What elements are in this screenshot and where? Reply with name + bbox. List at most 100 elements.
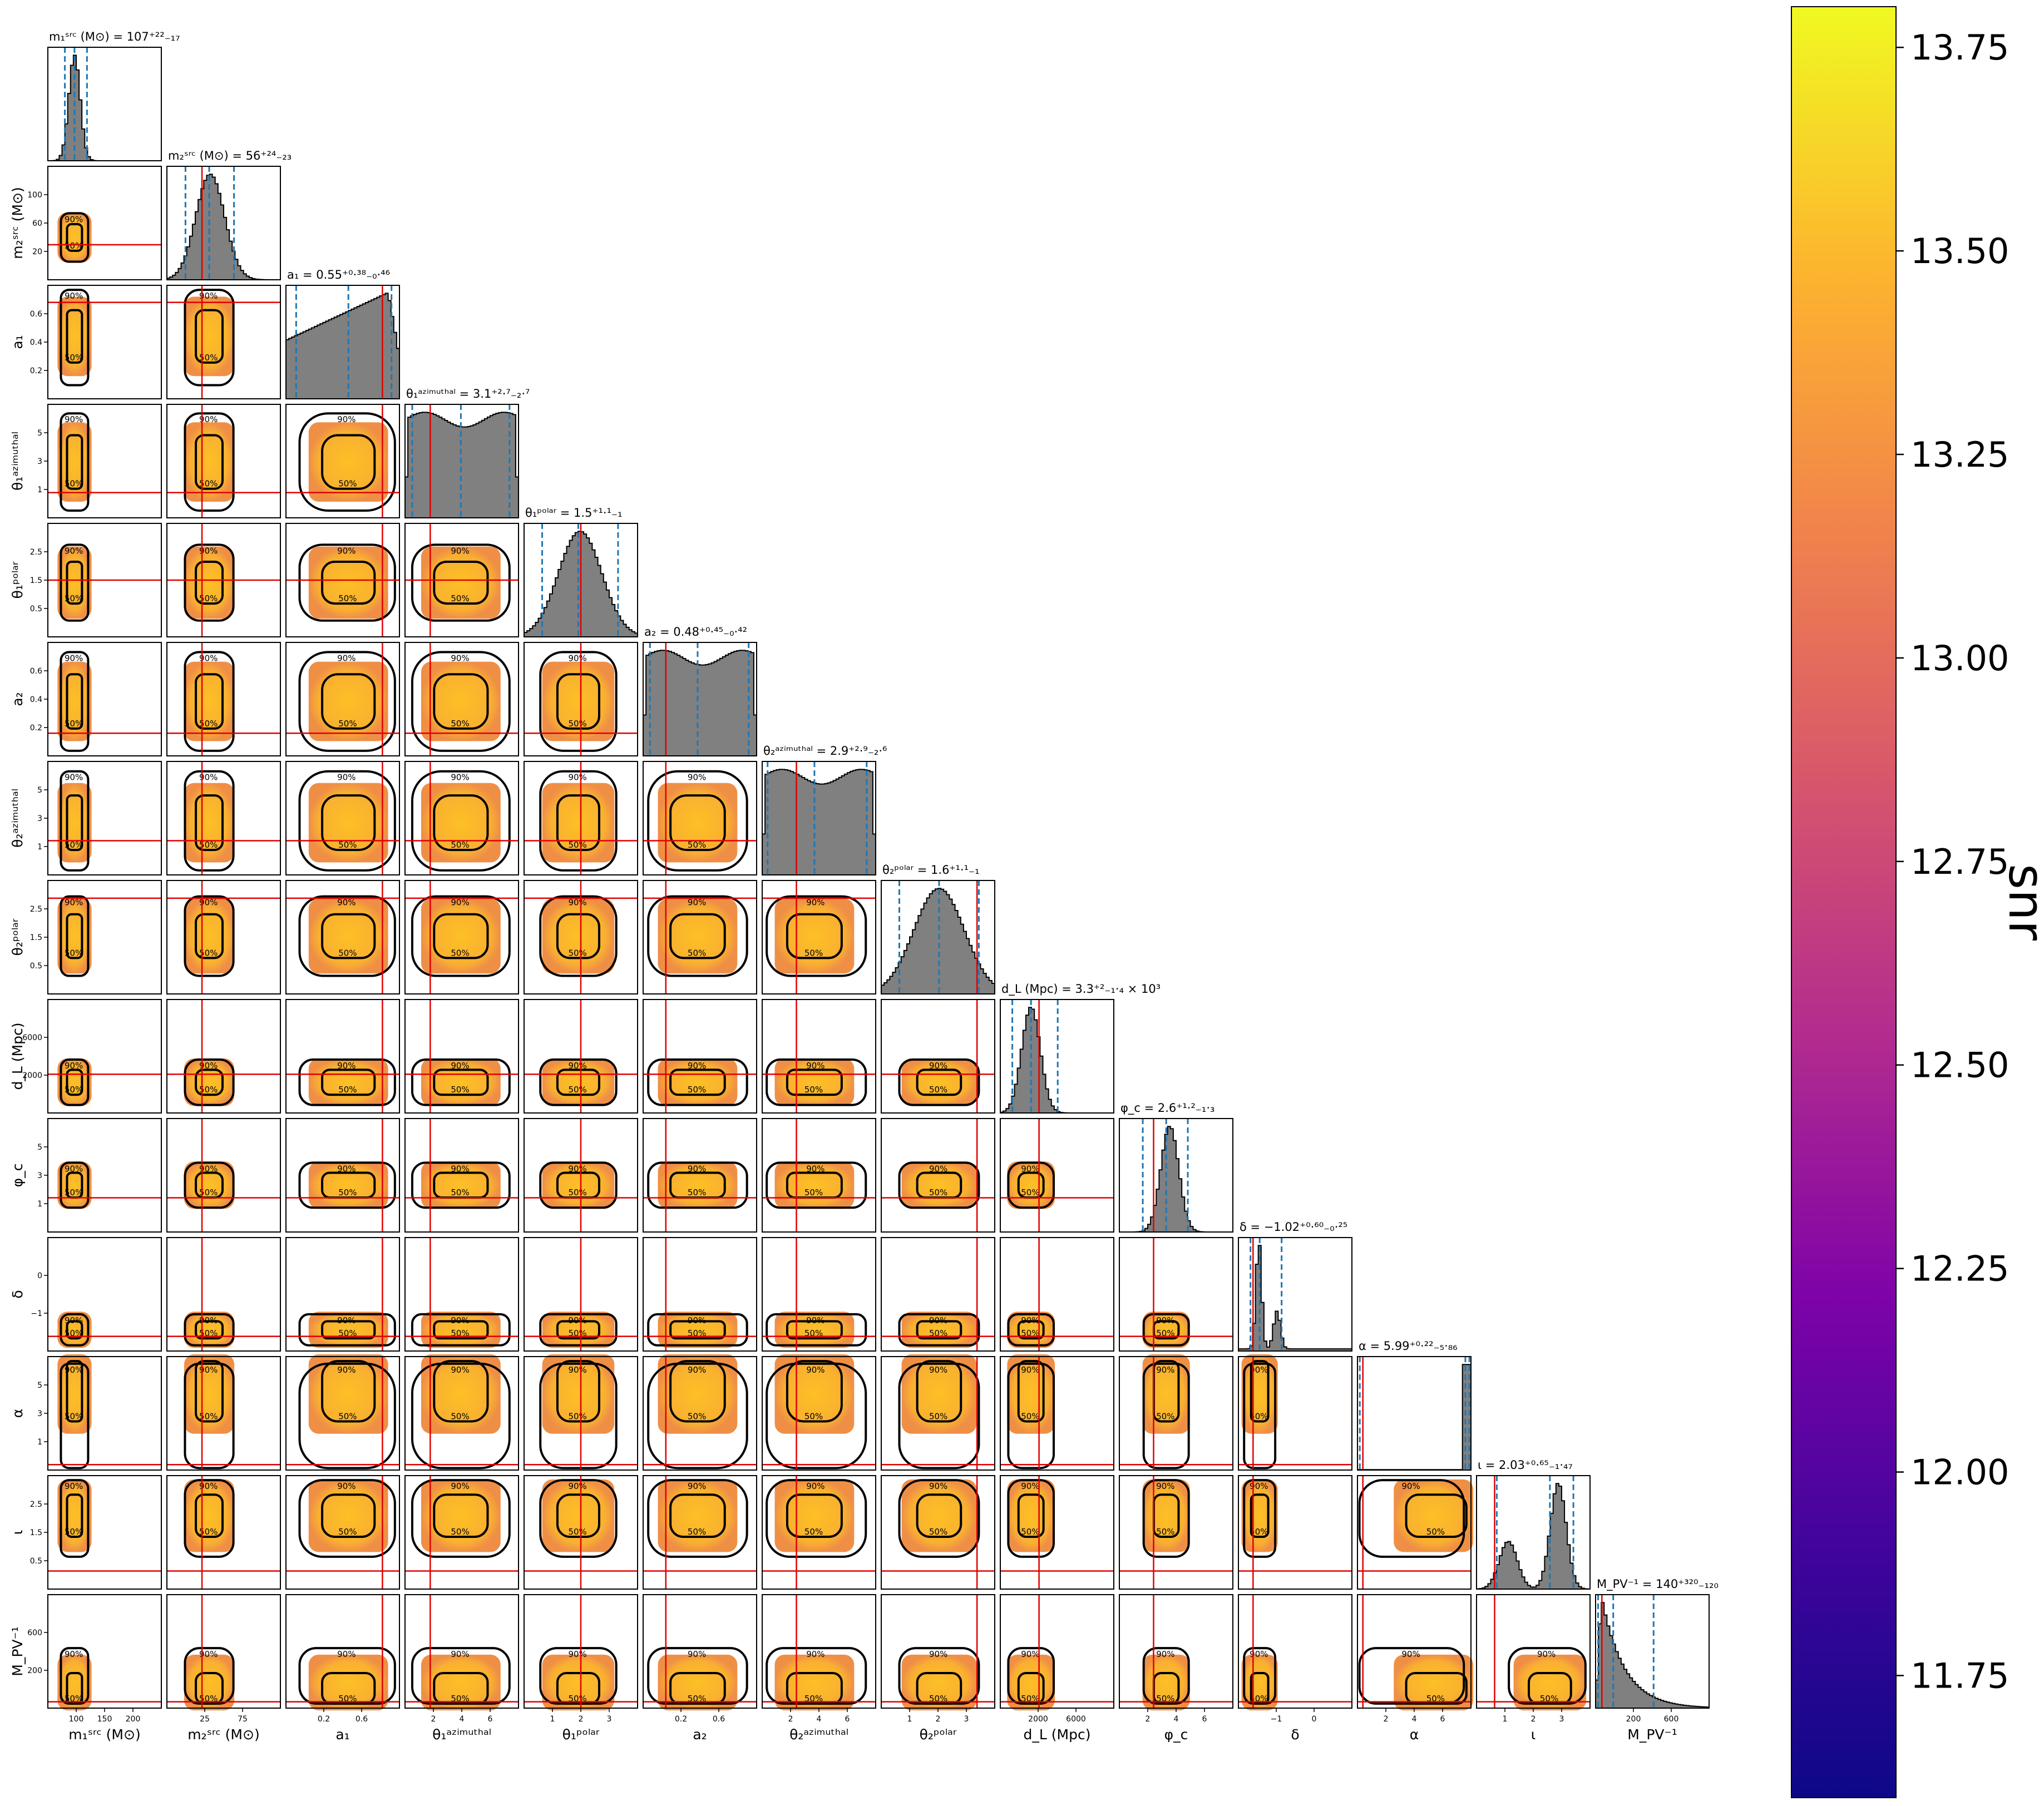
sample-density xyxy=(57,212,92,263)
contour-90 xyxy=(1142,1479,1190,1558)
contour-label-50: 50% xyxy=(65,1187,83,1198)
contour-label-50: 50% xyxy=(451,719,469,729)
panel-frame xyxy=(1000,1475,1114,1590)
x-tick-label: −1 xyxy=(1271,1715,1282,1724)
contour-50 xyxy=(786,1493,843,1538)
x-tick-label: 6 xyxy=(845,1715,850,1724)
contour-90 xyxy=(766,1479,867,1558)
contour-90 xyxy=(539,651,618,752)
x-axis-label: δ xyxy=(1291,1726,1299,1743)
x-axis-label: d_L (Mpc) xyxy=(1024,1726,1091,1743)
x-tick-label: 150 xyxy=(97,1715,112,1724)
contour-90 xyxy=(60,212,90,263)
contour-50 xyxy=(786,913,843,959)
contour-50 xyxy=(321,913,376,959)
x-tick-label: 4 xyxy=(817,1715,822,1724)
panel-frame xyxy=(404,999,519,1114)
sample-density xyxy=(308,661,388,741)
contour-50 xyxy=(321,1320,376,1340)
contour-90 xyxy=(60,1058,90,1106)
contour-90 xyxy=(60,770,90,872)
contour-label-90: 90% xyxy=(199,1061,218,1071)
contour-90 xyxy=(298,543,396,622)
panel-frame xyxy=(762,1118,876,1233)
panel-frame xyxy=(643,642,757,756)
y-tick-label: 5 xyxy=(37,429,42,438)
contour-50 xyxy=(66,1068,83,1096)
y-axis-label: M_PV⁻¹ xyxy=(9,1626,26,1676)
contour-label-90: 90% xyxy=(929,1164,947,1174)
contour-90 xyxy=(647,895,748,977)
contour-label-50: 50% xyxy=(929,1187,947,1198)
panel-frame xyxy=(762,1475,876,1590)
contour-label-90: 90% xyxy=(806,1365,824,1375)
contour-label-90: 90% xyxy=(688,1315,706,1325)
contour-label-50: 50% xyxy=(929,1694,947,1704)
sample-density xyxy=(658,898,738,974)
x-tick-label: 4 xyxy=(1412,1715,1417,1724)
sample-density xyxy=(57,546,92,619)
contour-label-50: 50% xyxy=(1021,1527,1039,1537)
contour-label-50: 50% xyxy=(451,1411,469,1421)
sample-density xyxy=(184,1161,235,1209)
sample-density xyxy=(774,1354,855,1434)
contour-90 xyxy=(539,1479,618,1558)
contour-label-90: 90% xyxy=(1021,1164,1039,1174)
contour-50 xyxy=(195,1671,224,1705)
contour-90 xyxy=(184,1362,235,1469)
sample-density xyxy=(774,1654,855,1711)
x-tick-label: 2 xyxy=(1146,1715,1151,1724)
x-axis-label: φ_c xyxy=(1164,1726,1188,1743)
y-tick-label: 100 xyxy=(27,191,42,200)
contour-90 xyxy=(184,1313,235,1347)
x-tick-label: 0.6 xyxy=(713,1715,725,1724)
contour-label-50: 50% xyxy=(804,1527,823,1537)
contour-90 xyxy=(60,1479,90,1558)
sample-density xyxy=(308,546,388,619)
panel-frame xyxy=(1476,1475,1591,1590)
sample-density xyxy=(1007,1161,1055,1209)
colorbar-tick-label: 13.25 xyxy=(1910,434,2010,475)
sample-density xyxy=(308,783,388,863)
panel-frame xyxy=(881,1237,995,1352)
contour-50 xyxy=(786,1360,843,1423)
panel-frame xyxy=(524,1356,638,1471)
contour-50 xyxy=(321,1493,376,1538)
x-tick-label: 3 xyxy=(1559,1715,1564,1724)
contour-50 xyxy=(556,1360,600,1423)
y-axis-label: θ₁ᵖᵒˡᵃʳ xyxy=(9,561,26,598)
contour-50 xyxy=(66,434,83,490)
contour-label-90: 90% xyxy=(65,1164,83,1174)
panel-frame xyxy=(285,1237,400,1352)
panel-frame xyxy=(285,523,400,637)
contour-50 xyxy=(556,673,600,730)
contour-50 xyxy=(556,913,600,959)
contour-label-50: 50% xyxy=(199,1527,218,1537)
contour-50 xyxy=(786,1320,843,1340)
contour-50 xyxy=(66,1671,83,1705)
panel-title: M_PV⁻¹ = 140⁺³²⁰₋₁₂₀ xyxy=(1597,1577,1719,1591)
contour-label-50: 50% xyxy=(451,840,469,850)
y-tick-label: 5 xyxy=(37,1381,42,1390)
panel-frame xyxy=(404,1475,519,1590)
contour-label-50: 50% xyxy=(338,1694,357,1704)
contour-90 xyxy=(60,895,90,977)
contour-label-50: 50% xyxy=(1540,1694,1558,1704)
contour-90 xyxy=(298,1161,396,1209)
x-tick-label: 200 xyxy=(1626,1715,1641,1724)
contour-label-90: 90% xyxy=(337,546,356,556)
contour-label-50: 50% xyxy=(199,1187,218,1198)
panel-title: m₂ˢʳᶜ (M⊙) = 56⁺²⁴₋₂₃ xyxy=(168,149,292,162)
histogram-6 xyxy=(762,769,876,875)
contour-label-90: 90% xyxy=(451,546,469,556)
x-tick-label: 6 xyxy=(1440,1715,1445,1724)
y-tick-label: 0.2 xyxy=(30,367,42,375)
contour-90 xyxy=(539,1313,618,1347)
y-tick-label: 1 xyxy=(37,843,42,852)
contour-50 xyxy=(916,1671,962,1705)
panel-frame xyxy=(1238,1475,1352,1590)
contour-90 xyxy=(1142,1362,1190,1469)
panel-frame xyxy=(643,761,757,875)
panel-frame xyxy=(285,1118,400,1233)
contour-50 xyxy=(916,1360,962,1423)
